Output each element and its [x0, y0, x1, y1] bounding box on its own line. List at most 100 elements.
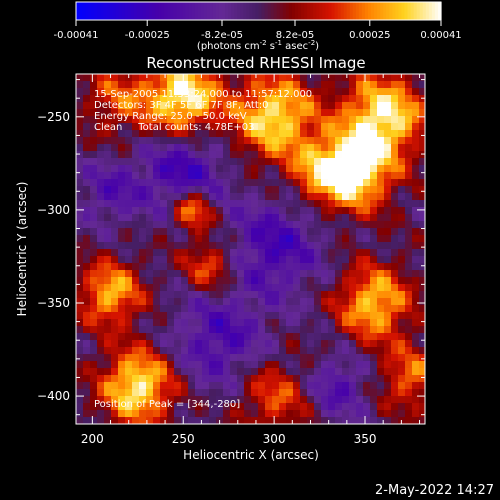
heatmap-pixel	[307, 298, 314, 305]
heatmap-pixel	[83, 179, 90, 186]
heatmap-pixel	[342, 284, 349, 291]
heatmap-pixel	[174, 361, 181, 368]
heatmap-pixel	[307, 102, 314, 109]
heatmap-pixel	[202, 403, 209, 410]
heatmap-pixel	[209, 312, 216, 319]
heatmap-pixel	[391, 389, 398, 396]
heatmap-pixel	[216, 165, 223, 172]
heatmap-pixel	[223, 81, 230, 88]
heatmap-pixel	[216, 123, 223, 130]
heatmap-pixel	[209, 235, 216, 242]
heatmap-pixel	[412, 354, 419, 361]
heatmap-pixel	[391, 158, 398, 165]
heatmap-pixel	[405, 179, 412, 186]
heatmap-pixel	[216, 291, 223, 298]
heatmap-pixel	[272, 228, 279, 235]
heatmap-pixel	[398, 95, 405, 102]
heatmap-pixel	[391, 347, 398, 354]
heatmap-pixel	[167, 270, 174, 277]
heatmap-pixel	[139, 158, 146, 165]
heatmap-pixel	[398, 389, 405, 396]
heatmap-pixel	[160, 263, 167, 270]
heatmap-pixel	[139, 375, 146, 382]
heatmap-pixel	[328, 277, 335, 284]
heatmap-pixel	[391, 88, 398, 95]
heatmap-pixel	[104, 158, 111, 165]
heatmap-pixel	[125, 221, 132, 228]
colorbar-tick-label: 0.00041	[420, 30, 461, 41]
heatmap-pixel	[258, 102, 265, 109]
heatmap-pixel	[286, 277, 293, 284]
heatmap-pixel	[384, 375, 391, 382]
heatmap-pixel	[265, 403, 272, 410]
heatmap-pixel	[160, 333, 167, 340]
heatmap-pixel	[125, 158, 132, 165]
heatmap-pixel	[377, 214, 384, 221]
heatmap-pixel	[76, 263, 83, 270]
heatmap-pixel	[349, 333, 356, 340]
heatmap-pixel	[335, 116, 342, 123]
heatmap-pixel	[216, 130, 223, 137]
heatmap-pixel	[279, 95, 286, 102]
heatmap-pixel	[272, 214, 279, 221]
heatmap-pixel	[356, 396, 363, 403]
heatmap-pixel	[314, 123, 321, 130]
heatmap-pixel	[349, 74, 356, 81]
heatmap-pixel	[244, 396, 251, 403]
heatmap-pixel	[202, 221, 209, 228]
heatmap-pixel	[230, 396, 237, 403]
heatmap-pixel	[209, 263, 216, 270]
heatmap-pixel	[132, 179, 139, 186]
heatmap-pixel	[265, 151, 272, 158]
heatmap-pixel	[265, 165, 272, 172]
heatmap-pixel	[125, 193, 132, 200]
heatmap-pixel	[97, 256, 104, 263]
heatmap-pixel	[181, 207, 188, 214]
heatmap-pixel	[363, 88, 370, 95]
heatmap-pixel	[244, 263, 251, 270]
heatmap-pixel	[188, 144, 195, 151]
heatmap-pixel	[153, 354, 160, 361]
heatmap-pixel	[132, 375, 139, 382]
heatmap-pixel	[202, 389, 209, 396]
heatmap-pixel	[300, 207, 307, 214]
heatmap-pixel	[216, 368, 223, 375]
heatmap-pixel	[405, 242, 412, 249]
heatmap-pixel	[342, 193, 349, 200]
heatmap-pixel	[83, 291, 90, 298]
heatmap-pixel	[279, 396, 286, 403]
heatmap-pixel	[132, 130, 139, 137]
heatmap-pixel	[363, 375, 370, 382]
heatmap-pixel	[391, 214, 398, 221]
heatmap-pixel	[139, 410, 146, 417]
heatmap-pixel	[125, 151, 132, 158]
heatmap-pixel	[293, 368, 300, 375]
heatmap-pixel	[132, 326, 139, 333]
heatmap-pixel	[300, 263, 307, 270]
heatmap-pixel	[139, 326, 146, 333]
heatmap-pixel	[125, 389, 132, 396]
heatmap-pixel	[370, 116, 377, 123]
heatmap-pixel	[139, 242, 146, 249]
heatmap-pixel	[237, 221, 244, 228]
heatmap-pixel	[118, 298, 125, 305]
heatmap-pixel	[223, 298, 230, 305]
colorbar-cell	[276, 2, 281, 20]
heatmap-pixel	[412, 298, 419, 305]
heatmap-pixel	[258, 179, 265, 186]
heatmap-pixel	[139, 123, 146, 130]
annotations: 15-Sep-2005 11:53:24.000 to 11:57:12.000…	[94, 89, 312, 410]
heatmap-pixel	[370, 319, 377, 326]
heatmap-pixel	[419, 130, 425, 137]
heatmap-pixel	[174, 333, 181, 340]
heatmap-pixel	[125, 270, 132, 277]
heatmap-pixel	[405, 277, 412, 284]
heatmap-pixel	[335, 228, 342, 235]
heatmap-pixel	[125, 88, 132, 95]
heatmap-pixel	[195, 340, 202, 347]
heatmap-pixel	[153, 221, 160, 228]
heatmap-pixel	[202, 340, 209, 347]
heatmap-pixel	[167, 88, 174, 95]
heatmap-pixel	[258, 298, 265, 305]
heatmap-pixel	[181, 312, 188, 319]
